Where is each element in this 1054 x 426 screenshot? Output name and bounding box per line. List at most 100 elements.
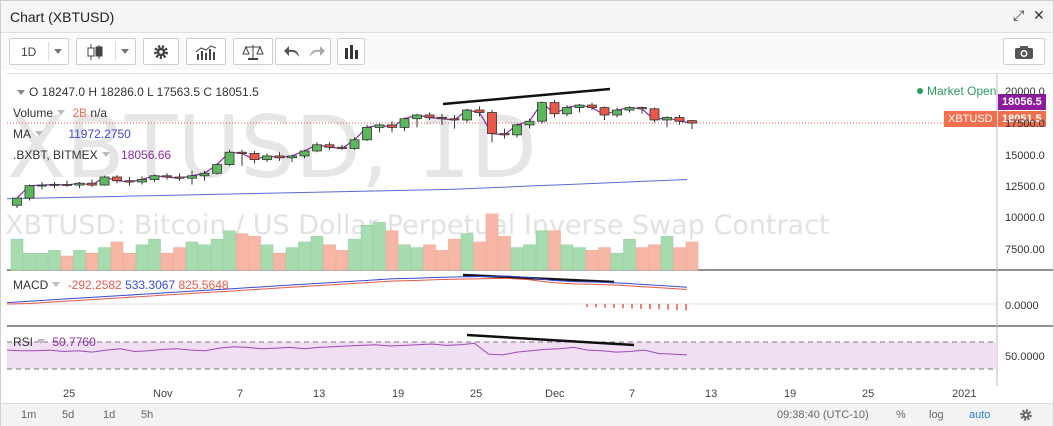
compare-button[interactable] xyxy=(233,38,273,65)
undo-icon[interactable] xyxy=(283,44,301,60)
candle-body xyxy=(124,180,135,183)
candle-body xyxy=(549,102,560,115)
percent-toggle[interactable]: % xyxy=(896,409,906,421)
volume-bar xyxy=(73,250,86,271)
ma-label: MA xyxy=(13,127,31,141)
interval-dropdown[interactable]: 1D xyxy=(9,38,69,65)
volume-bar xyxy=(373,222,386,271)
candle-body xyxy=(87,182,97,186)
chart-area[interactable]: XBTUSD, 1D XBTUSD: Bitcoin / US Dollar P… xyxy=(5,73,1053,386)
macd-histogram-value: -292.2582 xyxy=(67,278,122,292)
macd-tick: 0.0000 xyxy=(1005,300,1039,312)
price-tick: 20000.0 xyxy=(1005,86,1045,98)
log-toggle[interactable]: log xyxy=(929,409,944,421)
macd-legend[interactable]: MACD -292.2582 533.3067 825.5648 xyxy=(13,278,229,292)
candle-body xyxy=(599,107,610,116)
bxbt-legend[interactable]: .BXBT, BITMEX 18056.66 xyxy=(13,148,171,162)
x-tick: 7 xyxy=(629,388,636,400)
candle-body xyxy=(387,124,397,128)
collapse-legend-icon[interactable] xyxy=(17,90,25,95)
candle-body xyxy=(274,155,285,159)
x-tick: 2021 xyxy=(952,388,977,400)
range-1d[interactable]: 1d xyxy=(103,409,116,421)
volume-bar xyxy=(573,247,586,271)
x-tick: 7 xyxy=(237,388,244,400)
x-axis: 25 Nov 7 13 19 25 Dec 7 13 19 25 2021 xyxy=(7,385,997,403)
candle-body xyxy=(162,175,172,178)
volume-bar xyxy=(360,224,374,271)
macd-signal-value: 825.5648 xyxy=(178,278,229,292)
volume-bar xyxy=(285,247,299,271)
volume-bar xyxy=(135,244,149,271)
volume-bar xyxy=(660,236,674,271)
volume-bar xyxy=(273,252,286,271)
rsi-value: 50.7760 xyxy=(52,335,96,349)
candle-body xyxy=(312,144,322,152)
volume-bar xyxy=(398,244,411,271)
volume-bar xyxy=(410,247,424,271)
rsi-legend[interactable]: RSI 50.7760 xyxy=(13,335,96,349)
range-5h[interactable]: 5h xyxy=(141,409,154,421)
bars-icon xyxy=(345,44,358,59)
volume-bar xyxy=(298,241,311,271)
candle-body xyxy=(137,179,147,183)
ma-legend[interactable]: MA 11972.2750 xyxy=(13,127,131,141)
candle-body xyxy=(399,118,410,128)
window-title: Chart (XBTUSD) xyxy=(10,9,115,25)
candle-body xyxy=(199,172,210,177)
candle-body xyxy=(49,184,60,186)
bxbt-label: .BXBT, BITMEX xyxy=(13,148,98,162)
bars-button[interactable] xyxy=(337,38,365,65)
volume-bar xyxy=(610,252,624,271)
expand-icon[interactable]: ⤢ xyxy=(1013,7,1025,23)
volume-value: 2B xyxy=(72,106,88,120)
candle-body xyxy=(649,108,660,121)
chart-canvas[interactable] xyxy=(7,74,1053,386)
snapshot-button[interactable] xyxy=(1003,38,1045,65)
x-tick: 19 xyxy=(392,388,405,400)
clock[interactable]: 09:38:40 (UTC-10) xyxy=(777,409,869,421)
price-tick: 7500.00 xyxy=(1005,244,1045,256)
candle-body xyxy=(374,124,385,128)
volume-bar xyxy=(673,247,686,271)
chart-type-dropdown[interactable] xyxy=(76,38,136,65)
settings-button[interactable] xyxy=(143,38,179,65)
chevron-down-icon xyxy=(57,110,66,115)
candle-body xyxy=(112,176,122,182)
compare-icon xyxy=(242,44,264,60)
x-tick: 25 xyxy=(862,388,875,400)
volume-bar xyxy=(598,247,611,271)
x-tick: 13 xyxy=(705,388,718,400)
volume-bar xyxy=(35,252,49,271)
volume-bar xyxy=(348,238,361,271)
rsi-line xyxy=(7,342,688,356)
candle-body xyxy=(37,184,47,187)
redo-icon[interactable] xyxy=(308,44,326,60)
range-5d[interactable]: 5d xyxy=(62,409,75,421)
volume-legend[interactable]: Volume 2B n/a xyxy=(13,106,107,120)
volume-bar xyxy=(198,244,211,271)
candle-body xyxy=(362,127,372,141)
candle-body xyxy=(187,175,197,179)
range-1m[interactable]: 1m xyxy=(21,409,37,421)
rsi-label: RSI xyxy=(13,335,34,349)
volume-bar xyxy=(160,252,174,271)
bottom-bar: 1m 5d 1d 5h 09:38:40 (UTC-10) % log auto xyxy=(1,403,1053,426)
gear-icon[interactable] xyxy=(1019,408,1033,422)
x-tick: Nov xyxy=(153,388,173,400)
x-tick: Dec xyxy=(545,388,565,400)
auto-toggle[interactable]: auto xyxy=(969,409,991,421)
candle-body xyxy=(74,182,85,186)
chevron-down-icon xyxy=(35,131,43,136)
candle-body xyxy=(249,153,260,161)
volume-bar xyxy=(123,252,136,271)
candle-body xyxy=(99,176,110,186)
indicators-button[interactable] xyxy=(186,38,226,65)
volume-bar xyxy=(98,247,111,271)
candle-body xyxy=(262,155,272,161)
close-icon[interactable]: ✕ xyxy=(1033,7,1045,23)
volume-bar xyxy=(560,244,574,271)
volume-bar xyxy=(248,236,261,271)
candle-body xyxy=(437,117,447,120)
candle-body xyxy=(499,133,510,136)
